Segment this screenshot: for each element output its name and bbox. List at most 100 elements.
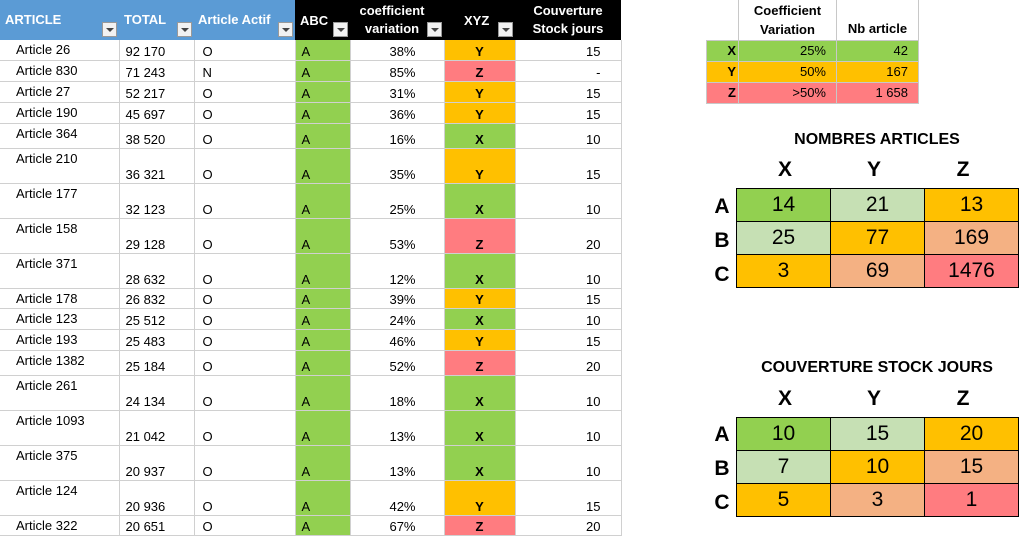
table-row[interactable]: Article 1093 21 042 O A 13% X 10 xyxy=(0,410,622,446)
actif-cell[interactable]: O xyxy=(194,218,296,254)
article-cell[interactable]: Article 178 xyxy=(0,288,120,309)
xyz-cell[interactable]: X xyxy=(444,183,516,219)
actif-cell[interactable]: O xyxy=(194,445,296,481)
abc-cell[interactable]: A xyxy=(295,40,351,61)
actif-cell[interactable]: O xyxy=(194,288,296,309)
total-cell[interactable]: 20 936 xyxy=(119,480,195,516)
table-row[interactable]: Article 210 36 321 O A 35% Y 15 xyxy=(0,148,622,184)
table-row[interactable]: Article 364 38 520 O A 16% X 10 xyxy=(0,123,622,149)
coef-cell[interactable]: 52% xyxy=(350,350,445,376)
couverture-cell[interactable]: 20 xyxy=(515,350,622,376)
table-row[interactable]: Article 158 29 128 O A 53% Z 20 xyxy=(0,218,622,254)
coef-cell[interactable]: 85% xyxy=(350,60,445,82)
article-cell[interactable]: Article 371 xyxy=(0,253,120,289)
total-cell[interactable]: 71 243 xyxy=(119,60,195,82)
xyz-cell[interactable]: Y xyxy=(444,329,516,351)
article-cell[interactable]: Article 261 xyxy=(0,375,120,411)
table-row[interactable]: Article 190 45 697 O A 36% Y 15 xyxy=(0,102,622,124)
coef-cell[interactable]: 46% xyxy=(350,329,445,351)
abc-cell[interactable]: A xyxy=(295,102,351,124)
coef-filter-dropdown[interactable] xyxy=(427,22,442,37)
table-row[interactable]: Article 177 32 123 O A 25% X 10 xyxy=(0,183,622,219)
xyz-cell[interactable]: X xyxy=(444,308,516,330)
xyz-cell[interactable]: Y xyxy=(444,288,516,309)
actif-cell[interactable]: O xyxy=(194,102,296,124)
coef-cell[interactable]: 38% xyxy=(350,40,445,61)
coef-cell[interactable]: 53% xyxy=(350,218,445,254)
total-cell[interactable]: 21 042 xyxy=(119,410,195,446)
abc-filter-dropdown[interactable] xyxy=(333,22,348,37)
article-cell[interactable]: Article 364 xyxy=(0,123,120,149)
xyz-cell[interactable]: Z xyxy=(444,515,516,536)
actif-cell[interactable]: O xyxy=(194,375,296,411)
coef-cell[interactable]: 67% xyxy=(350,515,445,536)
couverture-cell[interactable]: - xyxy=(515,60,622,82)
article-cell[interactable]: Article 26 xyxy=(0,40,120,61)
total-cell[interactable]: 24 134 xyxy=(119,375,195,411)
actif-cell[interactable]: O xyxy=(194,515,296,536)
actif-cell[interactable]: O xyxy=(194,253,296,289)
abc-cell[interactable]: A xyxy=(295,218,351,254)
xyz-cell[interactable]: Y xyxy=(444,148,516,184)
coef-cell[interactable]: 36% xyxy=(350,102,445,124)
couverture-cell[interactable]: 15 xyxy=(515,329,622,351)
total-cell[interactable]: 20 937 xyxy=(119,445,195,481)
table-row[interactable]: Article 830 71 243 N A 85% Z - xyxy=(0,60,622,82)
table-row[interactable]: Article 1382 25 184 O A 52% Z 20 xyxy=(0,350,622,376)
total-cell[interactable]: 32 123 xyxy=(119,183,195,219)
actif-cell[interactable]: O xyxy=(194,480,296,516)
xyz-cell[interactable]: Y xyxy=(444,40,516,61)
abc-cell[interactable]: A xyxy=(295,480,351,516)
total-cell[interactable]: 26 832 xyxy=(119,288,195,309)
table-row[interactable]: Article 124 20 936 O A 42% Y 15 xyxy=(0,480,622,516)
actif-cell[interactable]: O xyxy=(194,308,296,330)
article-cell[interactable]: Article 830 xyxy=(0,60,120,82)
coef-cell[interactable]: 31% xyxy=(350,81,445,103)
abc-cell[interactable]: A xyxy=(295,81,351,103)
abc-cell[interactable]: A xyxy=(295,253,351,289)
article-cell[interactable]: Article 177 xyxy=(0,183,120,219)
abc-cell[interactable]: A xyxy=(295,148,351,184)
article-cell[interactable]: Article 193 xyxy=(0,329,120,351)
xyz-cell[interactable]: Y xyxy=(444,81,516,103)
abc-cell[interactable]: A xyxy=(295,123,351,149)
actif-cell[interactable]: O xyxy=(194,81,296,103)
coef-cell[interactable]: 25% xyxy=(350,183,445,219)
xyz-cell[interactable]: Y xyxy=(444,480,516,516)
abc-cell[interactable]: A xyxy=(295,60,351,82)
coef-cell[interactable]: 13% xyxy=(350,410,445,446)
couverture-cell[interactable]: 10 xyxy=(515,375,622,411)
table-row[interactable]: Article 178 26 832 O A 39% Y 15 xyxy=(0,288,622,309)
table-row[interactable]: Article 26 92 170 O A 38% Y 15 xyxy=(0,40,622,61)
table-row[interactable]: Article 261 24 134 O A 18% X 10 xyxy=(0,375,622,411)
abc-cell[interactable]: A xyxy=(295,183,351,219)
total-cell[interactable]: 52 217 xyxy=(119,81,195,103)
actif-cell[interactable]: O xyxy=(194,350,296,376)
table-row[interactable]: Article 322 20 651 O A 67% Z 20 xyxy=(0,515,622,536)
xyz-filter-dropdown[interactable] xyxy=(498,22,513,37)
couverture-cell[interactable]: 10 xyxy=(515,410,622,446)
coef-cell[interactable]: 12% xyxy=(350,253,445,289)
couverture-cell[interactable]: 10 xyxy=(515,253,622,289)
total-cell[interactable]: 92 170 xyxy=(119,40,195,61)
couverture-cell[interactable]: 15 xyxy=(515,81,622,103)
article-cell[interactable]: Article 322 xyxy=(0,515,120,536)
total-cell[interactable]: 25 483 xyxy=(119,329,195,351)
article-cell[interactable]: Article 123 xyxy=(0,308,120,330)
table-row[interactable]: Article 123 25 512 O A 24% X 10 xyxy=(0,308,622,330)
actif-cell[interactable]: O xyxy=(194,40,296,61)
couverture-cell[interactable]: 10 xyxy=(515,183,622,219)
actif-cell[interactable]: O xyxy=(194,410,296,446)
total-cell[interactable]: 38 520 xyxy=(119,123,195,149)
article-cell[interactable]: Article 27 xyxy=(0,81,120,103)
article-filter-dropdown[interactable] xyxy=(102,22,117,37)
total-cell[interactable]: 36 321 xyxy=(119,148,195,184)
xyz-cell[interactable]: X xyxy=(444,410,516,446)
total-cell[interactable]: 28 632 xyxy=(119,253,195,289)
total-cell[interactable]: 29 128 xyxy=(119,218,195,254)
coef-cell[interactable]: 39% xyxy=(350,288,445,309)
xyz-cell[interactable]: Z xyxy=(444,60,516,82)
table-row[interactable]: Article 193 25 483 O A 46% Y 15 xyxy=(0,329,622,351)
xyz-cell[interactable]: X xyxy=(444,375,516,411)
abc-cell[interactable]: A xyxy=(295,445,351,481)
